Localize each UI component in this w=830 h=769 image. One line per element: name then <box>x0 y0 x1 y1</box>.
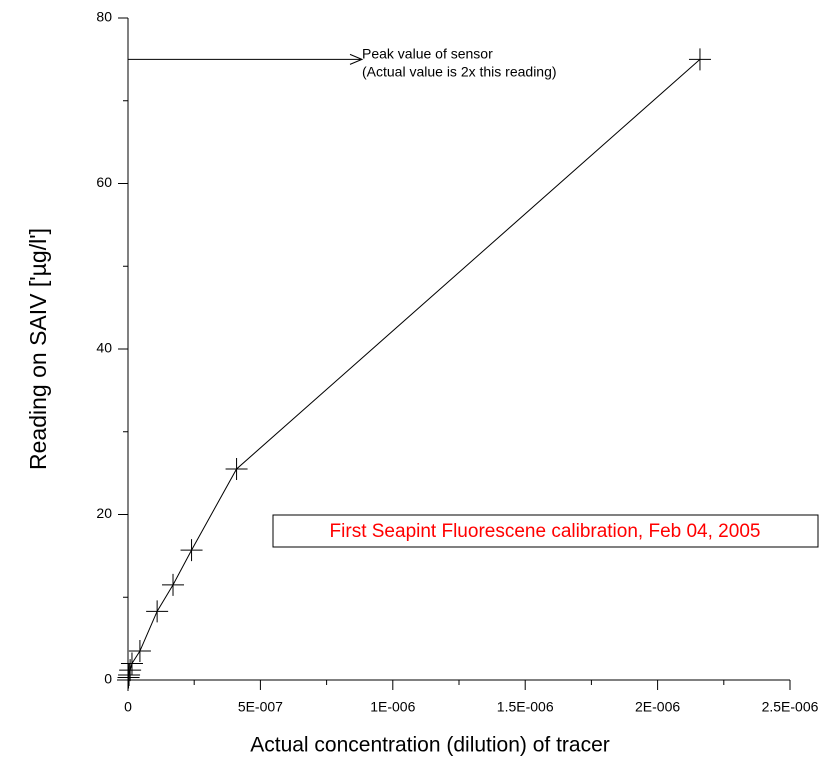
x-axis-label: Actual concentration (dilution) of trace… <box>250 734 610 757</box>
x-tick-label: 1.5E-006 <box>497 699 554 715</box>
x-tick-label: 2E-006 <box>635 699 680 715</box>
data-point <box>128 640 151 663</box>
data-point <box>118 664 141 687</box>
y-tick-label: 60 <box>96 174 112 190</box>
x-tick-label: 5E-007 <box>238 699 283 715</box>
annotation: (Actual value is 2x this reading) <box>362 64 557 80</box>
annotation-arrow <box>128 53 364 65</box>
y-tick-label: 40 <box>96 340 112 356</box>
x-tick-label: 2.5E-006 <box>762 699 819 715</box>
note-box <box>272 514 819 548</box>
data-point <box>162 573 185 596</box>
data-point <box>120 652 143 675</box>
data-line <box>127 59 701 681</box>
data-point <box>146 600 169 623</box>
data-point <box>119 659 142 682</box>
y-tick-label: 20 <box>96 505 112 521</box>
y-tick-label: 0 <box>104 671 112 687</box>
x-tick-label: 0 <box>124 699 132 715</box>
data-point <box>225 457 248 480</box>
y-tick-label: 80 <box>96 9 112 25</box>
data-point <box>180 539 203 562</box>
y-axis-label: Reading on SAIV ['µg/l'] <box>25 228 51 470</box>
annotation: Peak value of sensor <box>362 46 493 62</box>
data-point <box>688 48 711 71</box>
data-point <box>117 669 139 691</box>
x-tick-label: 1E-006 <box>370 699 415 715</box>
note-text: First Seapint Fluorescene calibration, F… <box>330 521 761 542</box>
